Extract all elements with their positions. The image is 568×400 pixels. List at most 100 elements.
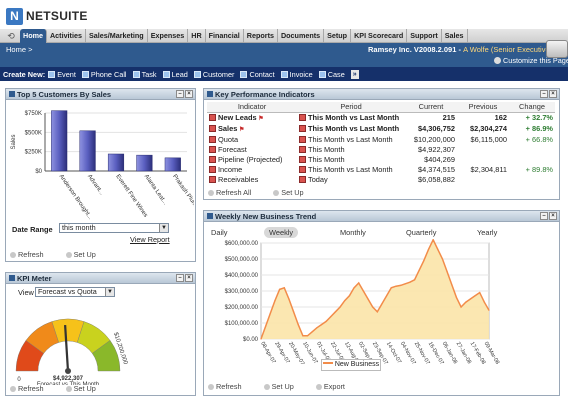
setup-button[interactable]: Set Up bbox=[66, 384, 96, 393]
drill-icon[interactable] bbox=[209, 155, 216, 163]
create-customer[interactable]: Customer bbox=[193, 70, 234, 79]
refresh-button[interactable]: Refresh bbox=[208, 382, 242, 391]
view-select[interactable]: Forecast vs Quota ▼ bbox=[35, 287, 115, 297]
minimize-icon[interactable]: – bbox=[176, 90, 184, 98]
view-report-link[interactable]: View Report bbox=[130, 235, 170, 244]
create-contact[interactable]: Contact bbox=[240, 70, 275, 79]
collapse-toggle-icon[interactable] bbox=[207, 213, 213, 219]
period-monthly[interactable]: Monthly bbox=[340, 228, 366, 237]
period-daily[interactable]: Daily bbox=[211, 228, 228, 237]
data-point bbox=[399, 284, 402, 286]
bar[interactable] bbox=[79, 130, 96, 172]
y-tick-label: $100,000.00 bbox=[225, 321, 259, 327]
period-weekly[interactable]: Weekly bbox=[264, 227, 299, 238]
create-event[interactable]: Event bbox=[48, 70, 76, 79]
tab-financial[interactable]: Financial bbox=[206, 28, 244, 43]
kpi-indicator[interactable]: Forecast bbox=[207, 145, 297, 155]
drill-icon[interactable] bbox=[209, 124, 216, 132]
drill-icon[interactable] bbox=[299, 114, 306, 121]
bar[interactable] bbox=[164, 157, 181, 172]
x-tick-label: Advant... bbox=[86, 174, 105, 197]
setup-button[interactable]: Set Up bbox=[66, 250, 96, 259]
drill-icon[interactable] bbox=[299, 165, 306, 173]
close-icon[interactable]: × bbox=[549, 90, 557, 98]
tab-documents[interactable]: Documents bbox=[278, 28, 325, 43]
user-role[interactable]: A Wolfe (Senior Executive) bbox=[463, 45, 553, 54]
refresh-button[interactable]: Refresh bbox=[10, 250, 44, 259]
minimize-icon[interactable]: – bbox=[176, 274, 184, 282]
tab-setup[interactable]: Setup bbox=[324, 28, 352, 43]
data-point bbox=[390, 287, 392, 289]
data-point bbox=[455, 296, 458, 298]
period-quarterly[interactable]: Quarterly bbox=[406, 228, 437, 237]
create-phone-call[interactable]: Phone Call bbox=[81, 70, 127, 79]
kpi-indicator[interactable]: Quota bbox=[207, 135, 297, 145]
kpi-indicator[interactable]: New Leads ⚑ bbox=[207, 112, 297, 124]
kpi-indicator[interactable]: Sales ⚑ bbox=[207, 124, 297, 135]
period-yearly[interactable]: Yearly bbox=[477, 228, 498, 237]
close-icon[interactable]: × bbox=[549, 212, 557, 220]
close-icon[interactable]: × bbox=[185, 90, 193, 98]
y-axis-label: Sales bbox=[11, 134, 17, 149]
kpi-period[interactable]: This Month bbox=[297, 145, 405, 155]
tab-home[interactable]: Home bbox=[20, 28, 47, 43]
kpi-period[interactable]: This Month vs Last Month bbox=[297, 135, 405, 145]
kpi-current-text: $404,269 bbox=[424, 154, 455, 164]
create-case[interactable]: Case bbox=[318, 70, 345, 79]
breadcrumb[interactable]: Home > bbox=[6, 45, 33, 54]
date-range-select[interactable]: this month ▼ bbox=[59, 223, 169, 233]
kpi-indicator[interactable]: Income bbox=[207, 165, 297, 175]
collapse-toggle-icon[interactable] bbox=[9, 91, 15, 97]
drill-icon[interactable] bbox=[299, 155, 306, 163]
kpi-indicator[interactable]: Pipeline (Projected) bbox=[207, 155, 297, 165]
bar[interactable] bbox=[51, 110, 68, 172]
col-previous: Previous bbox=[457, 102, 509, 113]
drill-icon[interactable] bbox=[209, 175, 216, 183]
drill-icon[interactable] bbox=[299, 175, 306, 183]
setup-button[interactable]: Set Up bbox=[264, 382, 294, 391]
tab-hr[interactable]: HR bbox=[188, 28, 206, 43]
tab-sales-marketing[interactable]: Sales/Marketing bbox=[86, 28, 148, 43]
kpi-period[interactable]: This Month bbox=[297, 155, 405, 165]
drill-icon[interactable] bbox=[299, 125, 306, 132]
bar[interactable] bbox=[136, 154, 153, 172]
kpi-period[interactable]: This Month vs Last Month bbox=[297, 112, 405, 124]
drill-icon[interactable] bbox=[209, 135, 216, 143]
kpi-indicator-text: Receivables bbox=[218, 174, 259, 184]
kpi-previous: $6,115,000 bbox=[457, 135, 509, 145]
export-button[interactable]: Export bbox=[316, 382, 345, 391]
bar[interactable] bbox=[107, 153, 125, 172]
kpi-period[interactable]: This Month vs Last Month bbox=[297, 165, 405, 175]
kpi-current-text: $6,058,882 bbox=[418, 174, 455, 184]
drill-icon[interactable] bbox=[209, 113, 216, 121]
tab-kpi-scorecard[interactable]: KPI Scorecard bbox=[351, 28, 408, 43]
kpi-period[interactable]: Today bbox=[297, 175, 405, 185]
close-icon[interactable]: × bbox=[185, 274, 193, 282]
home-icon[interactable]: ⟲ bbox=[7, 30, 15, 41]
tab-support[interactable]: Support bbox=[407, 28, 442, 43]
tab-reports[interactable]: Reports bbox=[244, 28, 278, 43]
drill-icon[interactable] bbox=[209, 145, 216, 153]
refresh-button[interactable]: Refresh bbox=[10, 384, 44, 393]
customize-link[interactable]: Customize this Page bbox=[494, 56, 568, 65]
drill-icon[interactable] bbox=[209, 165, 216, 173]
collapse-toggle-icon[interactable] bbox=[9, 275, 15, 281]
kpi-current-text: 215 bbox=[442, 113, 455, 122]
drill-icon[interactable] bbox=[299, 135, 306, 143]
setup-button[interactable]: Set Up bbox=[273, 188, 303, 197]
create-invoice[interactable]: Invoice bbox=[280, 70, 313, 79]
drill-icon[interactable] bbox=[299, 145, 306, 153]
create-task[interactable]: Task bbox=[132, 70, 157, 79]
more-button[interactable]: » bbox=[350, 69, 359, 79]
create-lead[interactable]: Lead bbox=[162, 70, 188, 79]
tab-activities[interactable]: Activities bbox=[47, 28, 86, 43]
kpi-indicator[interactable]: Receivables bbox=[207, 175, 297, 185]
collapse-toggle-icon[interactable] bbox=[207, 91, 213, 97]
minimize-icon[interactable]: – bbox=[540, 212, 548, 220]
refresh-all-button[interactable]: Refresh All bbox=[208, 188, 251, 197]
tab-expenses[interactable]: Expenses bbox=[148, 28, 189, 43]
minimize-icon[interactable]: – bbox=[540, 90, 548, 98]
netsuite-logo[interactable]: N NETSUITE bbox=[6, 6, 116, 26]
kpi-period[interactable]: This Month vs Last Month bbox=[297, 124, 405, 135]
tab-sales[interactable]: Sales bbox=[442, 28, 468, 43]
